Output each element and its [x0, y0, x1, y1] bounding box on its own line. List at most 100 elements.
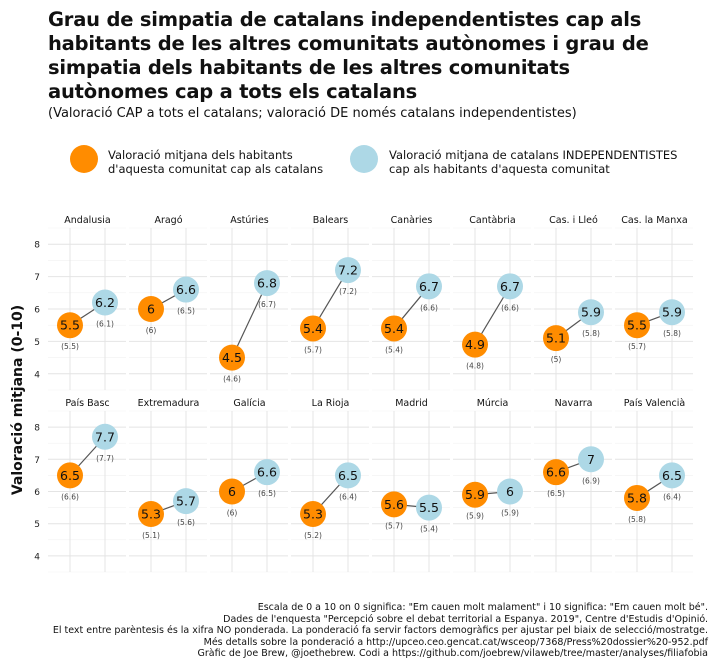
value-label-cap: 4.5 [222, 350, 242, 365]
raw-label-de: (7.7) [96, 454, 114, 463]
point-cap [462, 331, 488, 358]
caption: Escala de 0 a 10 on 0 significa: "Em cau… [53, 602, 708, 660]
raw-label-de: (6.9) [582, 476, 600, 485]
caption-line: Gràfic de Joe Brew, @joethebrew. Codi a … [197, 648, 708, 659]
point-de [497, 478, 523, 505]
chart-title: Grau de simpatia de catalans independent… [48, 8, 649, 103]
raw-label-cap: (4.8) [466, 362, 484, 371]
value-label-de: 7.7 [95, 429, 115, 444]
point-cap [462, 481, 488, 508]
y-axis-label: Valoració mitjana (0-10) [10, 305, 26, 495]
raw-label-de: (5.8) [663, 329, 681, 338]
value-label-cap: 4.9 [465, 337, 485, 352]
point-cap [624, 484, 650, 511]
facet-label: Extremadura [138, 398, 200, 409]
raw-label-cap: (6.5) [547, 489, 565, 498]
value-label-cap: 5.1 [546, 331, 566, 346]
facet-label: Andalusia [64, 215, 110, 226]
facet-label: Astúries [230, 215, 269, 226]
point-cap [381, 315, 407, 342]
point-de [578, 446, 604, 473]
raw-label-cap: (5.7) [385, 521, 403, 530]
point-cap [219, 344, 245, 371]
facet-label: Navarra [555, 398, 593, 409]
point-de [416, 273, 442, 300]
raw-label-de: (6.6) [501, 303, 519, 312]
point-de [578, 299, 604, 326]
point-cap [381, 491, 407, 518]
value-label-de: 5.5 [419, 500, 439, 515]
facet-label: Galícia [233, 398, 265, 409]
caption-line: Dades de l'enquesta "Percepció sobre el … [223, 613, 708, 625]
y-tick-label: 6 [34, 306, 40, 316]
value-label-cap: 5.5 [627, 318, 647, 333]
point-cap [219, 478, 245, 505]
value-label-de: 7.2 [338, 263, 358, 278]
point-cap [138, 296, 164, 322]
value-label-cap: 6 [147, 302, 155, 317]
facet-label: Múrcia [477, 398, 509, 409]
value-label-de: 5.9 [662, 305, 682, 320]
value-label-de: 6.2 [95, 295, 115, 310]
point-de [416, 494, 442, 521]
point-de [335, 462, 361, 489]
facet-label: Cas. i Lleó [549, 215, 598, 226]
point-cap [300, 501, 326, 528]
caption-line: El text entre parèntesis és la xifra NO … [52, 625, 708, 636]
legend-label-de: Valoració mitjana de catalans INDEPENDEN… [389, 148, 678, 176]
y-tick-label: 5 [34, 520, 40, 530]
value-label-de: 6.6 [176, 282, 196, 297]
point-de [659, 462, 685, 489]
value-label-cap: 5.5 [60, 318, 80, 333]
raw-label-de: (5.4) [420, 525, 438, 534]
y-tick-label: 7 [34, 456, 40, 466]
raw-label-de: (5.9) [501, 509, 519, 518]
caption-line: Més detalls sobre la ponderació a http:/… [203, 636, 708, 648]
raw-label-de: (6.4) [339, 492, 357, 501]
point-de [335, 257, 361, 284]
raw-label-cap: (5.9) [466, 512, 484, 521]
point-de [497, 273, 523, 300]
raw-label-de: (7.2) [339, 287, 357, 296]
raw-label-de: (6.6) [420, 303, 438, 312]
facet-label: País Basc [65, 398, 109, 409]
point-de [92, 289, 118, 316]
value-label-de: 6.5 [662, 468, 682, 483]
facet-label: Canàries [391, 215, 433, 226]
raw-label-cap: (6.6) [61, 492, 79, 501]
y-tick-label: 5 [34, 338, 40, 348]
legend-swatch-de [350, 145, 378, 173]
value-label-cap: 5.6 [384, 497, 404, 512]
point-cap [138, 501, 164, 528]
y-tick-label: 8 [34, 424, 40, 434]
value-label-cap: 6.6 [546, 465, 566, 480]
raw-label-de: (6.4) [663, 492, 681, 501]
point-cap [543, 325, 569, 352]
raw-label-cap: (5.8) [628, 515, 646, 524]
value-label-cap: 5.8 [627, 490, 647, 505]
y-tick-label: 7 [34, 273, 40, 283]
y-tick-label: 4 [34, 370, 40, 380]
value-label-de: 6.6 [257, 465, 277, 480]
raw-label-cap: (4.6) [223, 375, 241, 384]
y-tick-label: 6 [34, 488, 40, 498]
value-label-cap: 5.9 [465, 487, 485, 502]
value-label-de: 7 [587, 452, 595, 467]
value-label-de: 6.7 [500, 279, 520, 294]
facet-label: Balears [313, 215, 349, 226]
connector-line [231, 282, 268, 358]
value-label-de: 5.9 [581, 305, 601, 320]
raw-label-cap: (5.5) [61, 342, 79, 351]
facet-label: Aragó [154, 215, 182, 226]
dumbbell-chart: Valoració mitjana (0-10) 4 5 6 7 8 Andalusia 5.… [10, 215, 693, 573]
legend-label-cap: Valoració mitjana dels habitants d'aques… [108, 148, 324, 176]
chart-subtitle: (Valoració CAP a tots el catalans; valor… [48, 106, 577, 121]
point-de [659, 299, 685, 326]
value-label-cap: 5.4 [384, 321, 404, 336]
value-label-cap: 6.5 [60, 468, 80, 483]
raw-label-de: (5.6) [177, 518, 195, 527]
facet-label: Cantàbria [469, 215, 515, 226]
raw-label-cap: (6) [227, 509, 238, 518]
point-de [254, 459, 280, 486]
raw-label-cap: (5.7) [304, 345, 322, 354]
